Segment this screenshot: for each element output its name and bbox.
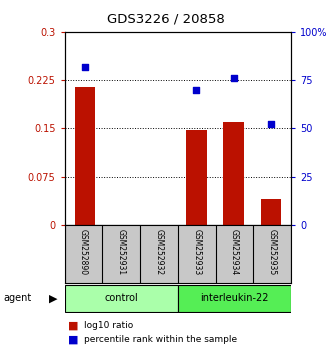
Bar xyxy=(186,130,207,225)
Text: GSM252934: GSM252934 xyxy=(230,229,239,276)
Text: GSM252890: GSM252890 xyxy=(79,229,88,275)
Bar xyxy=(75,86,95,225)
Point xyxy=(82,64,88,69)
Text: log10 ratio: log10 ratio xyxy=(84,321,134,330)
Bar xyxy=(260,199,281,225)
Text: interleukin-22: interleukin-22 xyxy=(200,293,269,303)
Bar xyxy=(223,122,244,225)
Text: GSM252931: GSM252931 xyxy=(117,229,126,275)
Text: ■: ■ xyxy=(68,335,78,345)
Text: GDS3226 / 20858: GDS3226 / 20858 xyxy=(107,12,224,25)
Text: agent: agent xyxy=(3,293,31,303)
FancyBboxPatch shape xyxy=(178,285,291,312)
Text: percentile rank within the sample: percentile rank within the sample xyxy=(84,335,238,344)
Text: GSM252932: GSM252932 xyxy=(155,229,164,275)
Text: GSM252935: GSM252935 xyxy=(268,229,277,276)
Text: ■: ■ xyxy=(68,321,78,331)
Text: GSM252933: GSM252933 xyxy=(192,229,201,276)
Point xyxy=(231,75,236,81)
Text: ▶: ▶ xyxy=(49,293,57,303)
Point xyxy=(194,87,199,93)
Text: control: control xyxy=(104,293,138,303)
Point xyxy=(268,122,273,127)
FancyBboxPatch shape xyxy=(65,285,178,312)
